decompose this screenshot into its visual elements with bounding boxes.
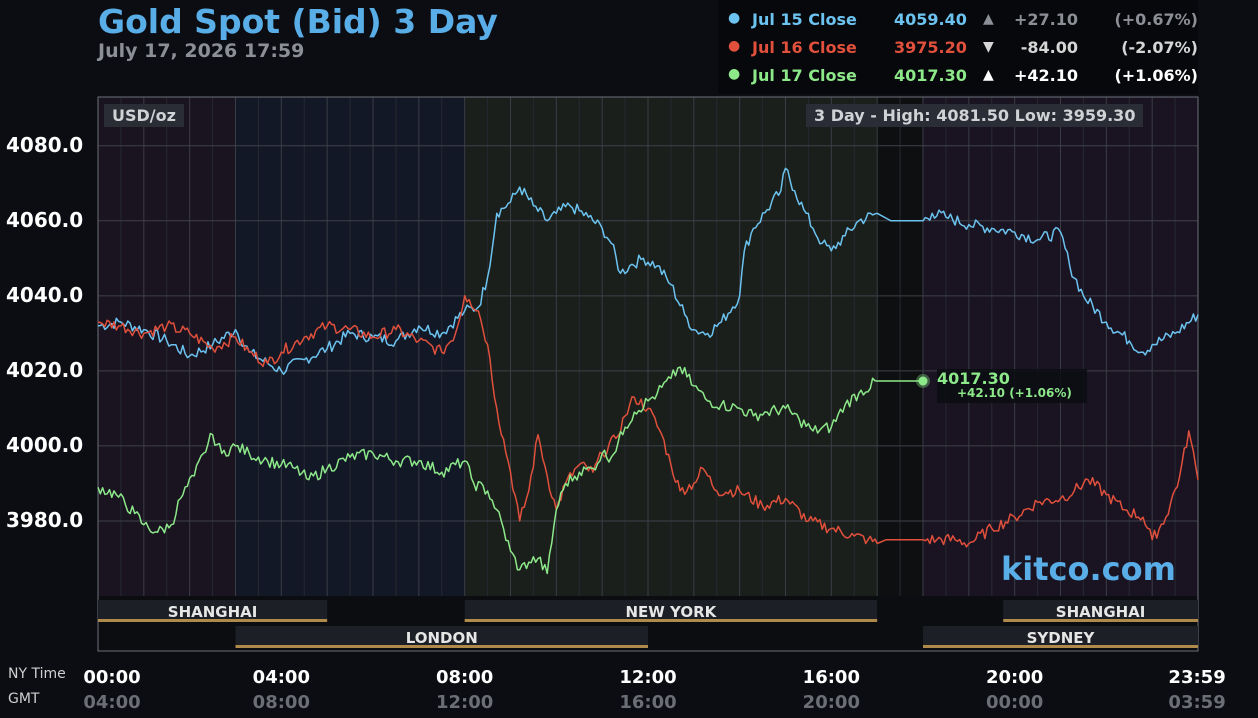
session-underline [235,645,648,648]
unit-label: USD/oz [104,104,184,127]
x-tick-gmt: 20:00 [802,692,860,713]
legend-percent: (+0.67%) [1114,10,1198,29]
legend-change: +42.10 [1013,66,1078,85]
chart-datetime: July 17, 2026 17:59 [98,40,305,62]
session-label-shanghai: SHANGHAI [167,603,258,621]
last-price-label: 4017.30 [937,369,1010,388]
ny-time-caption: NY Time [8,666,66,682]
session-label-shanghai: SHANGHAI [1055,603,1146,621]
legend-change: -84.00 [1020,38,1078,57]
legend-percent: (-2.07%) [1121,38,1198,57]
session-bar [464,600,878,620]
kitco-watermark: kitco.com [1001,550,1176,588]
x-tick-gmt: 16:00 [619,692,677,713]
x-tick-gmt: 12:00 [436,692,494,713]
series-dot-icon: ● [728,66,741,82]
series-line-jul-17 [97,366,923,575]
y-tick-label: 3980.0 [6,507,84,532]
series-line-jul-16 [97,295,1199,548]
x-tick-ny: 04:00 [252,667,310,688]
legend-percent: (+1.06%) [1114,66,1198,85]
session-label-london: LONDON [405,629,478,647]
up-arrow-icon: ▲ [983,11,994,27]
y-tick-label: 4040.0 [6,282,84,307]
y-tick-label: 4000.0 [6,432,84,457]
y-tick-label: 4060.0 [6,207,84,232]
gmt-caption: GMT [8,691,40,707]
series-dot-icon: ● [728,10,741,26]
session-bar [923,626,1198,646]
session-underline [1003,619,1198,622]
legend-value: 4017.30 [894,66,967,85]
series-line-jul-15 [97,167,1199,375]
last-change-label: +42.10 (+1.06%) [957,386,1072,400]
session-bar [98,600,328,620]
y-tick-label: 4080.0 [6,132,84,157]
closing-price-legend: ● Jul 15 Close 4059.40 ▲ +27.10 (+0.67%)… [718,0,1198,94]
high-low-summary: 3 Day - High: 4081.50 Low: 3959.30 [806,104,1144,127]
x-tick-gmt: 03:59 [1168,692,1226,713]
legend-value: 4059.40 [894,10,967,29]
session-label-sydney: SYDNEY [1026,629,1095,647]
x-tick-ny: 08:00 [436,667,494,688]
x-tick-gmt: 00:00 [986,692,1044,713]
series-dot-icon: ● [728,38,741,54]
session-underline [464,619,878,622]
session-underline [98,619,328,622]
x-tick-ny: 12:00 [619,667,677,688]
legend-value: 3975.20 [894,38,967,57]
session-bar [1003,600,1198,620]
legend-label: Jul 15 Close [752,10,857,29]
last-price-label-background [937,369,1087,404]
legend-change: +27.10 [1013,10,1078,29]
session-label-new-york: NEW YORK [625,603,717,621]
plot-frame [97,96,1199,652]
session-bar [235,626,648,646]
x-tick-ny: 16:00 [802,667,860,688]
legend-label: Jul 16 Close [752,38,857,57]
x-tick-gmt: 04:00 [83,692,141,713]
x-tick-ny: 00:00 [83,667,141,688]
session-underline [923,645,1198,648]
legend-label: Jul 17 Close [752,66,857,85]
chart-title: Gold Spot (Bid) 3 Day [98,2,498,41]
last-point-marker [918,376,928,386]
x-tick-ny: 20:00 [986,667,1044,688]
up-arrow-icon: ▲ [983,67,994,83]
x-tick-gmt: 08:00 [252,692,310,713]
x-tick-ny: 23:59 [1168,667,1226,688]
down-arrow-icon: ▼ [983,39,994,55]
y-tick-label: 4020.0 [6,357,84,382]
